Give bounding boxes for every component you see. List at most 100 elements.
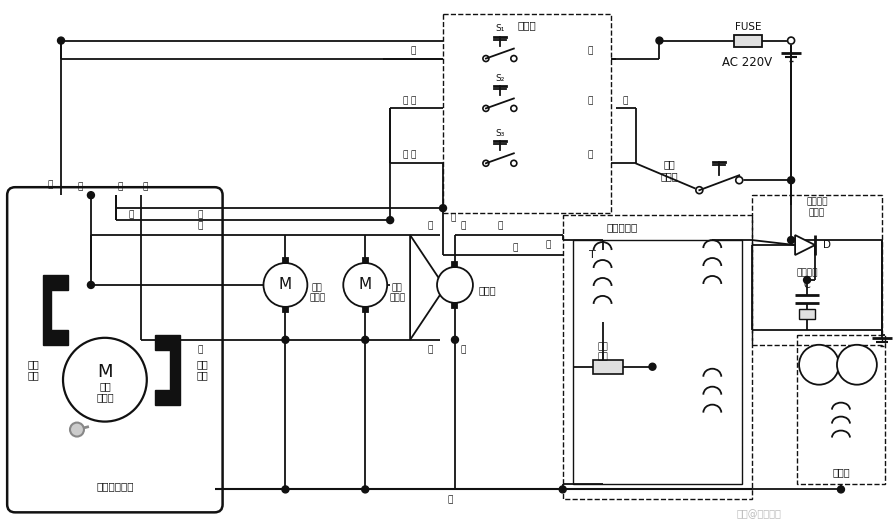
Text: 蓝: 蓝 [497,222,502,231]
Text: 高压变压器: 高压变压器 [606,222,637,232]
Circle shape [343,263,387,307]
Circle shape [510,105,516,112]
Text: T: T [588,250,595,260]
Circle shape [483,56,488,61]
Circle shape [655,37,662,44]
Circle shape [361,336,368,343]
Circle shape [837,486,844,493]
Text: 棕: 棕 [47,181,53,190]
Text: 红: 红 [622,96,628,105]
Text: C: C [803,280,810,290]
Text: 磁控管: 磁控管 [831,468,848,478]
Text: M: M [97,363,113,381]
Circle shape [787,37,794,44]
Bar [562,215,751,499]
Bar [283,258,288,263]
Bar [452,262,457,267]
Text: 高压整流
二极管: 高压整流 二极管 [805,197,827,217]
Circle shape [483,160,488,166]
Text: 黑: 黑 [142,183,148,191]
Text: 火力
开关: 火力 开关 [197,359,208,380]
Text: 温度
控制器: 温度 控制器 [660,159,678,181]
Text: 蓝: 蓝 [450,214,455,223]
Circle shape [451,336,458,343]
Bar [283,307,288,312]
Text: 红: 红 [402,96,408,105]
Text: 机械控制装置: 机械控制装置 [96,481,133,491]
Circle shape [386,217,393,224]
Bar [733,34,762,47]
Text: 转盘
电动机: 转盘 电动机 [309,283,325,303]
Circle shape [282,486,289,493]
Text: 风扇
电动机: 风扇 电动机 [389,283,405,303]
Circle shape [361,486,368,493]
Bar [592,360,622,373]
Text: S₁: S₁ [494,24,504,33]
Text: 蓝: 蓝 [402,151,408,160]
Circle shape [559,486,566,493]
Text: 蓝: 蓝 [128,211,133,220]
Text: 黄: 黄 [426,222,433,231]
Polygon shape [794,235,814,255]
Text: 黄: 黄 [460,345,465,354]
Text: 棕: 棕 [410,46,416,55]
Text: 定时
电动机: 定时 电动机 [96,381,114,403]
Text: 蓝: 蓝 [460,222,465,231]
FancyBboxPatch shape [7,187,223,513]
Text: 白: 白 [544,241,550,250]
Text: 照明灯: 照明灯 [477,285,495,295]
Bar [797,335,884,485]
Text: D: D [822,240,830,250]
Text: 黑: 黑 [198,345,203,354]
Circle shape [648,363,655,370]
Circle shape [787,177,794,184]
Bar [751,195,881,345]
Text: M: M [279,277,291,293]
Text: FUSE: FUSE [734,22,761,32]
Text: 蓝: 蓝 [198,211,203,220]
Circle shape [483,105,488,112]
Text: AC 220V: AC 220V [721,56,772,69]
Text: 黄: 黄 [198,222,203,231]
Text: 蓝: 蓝 [511,243,517,252]
Text: 红: 红 [410,96,416,105]
Text: 蓝: 蓝 [117,183,122,191]
Circle shape [836,345,876,385]
Circle shape [787,236,794,243]
Text: 蓝: 蓝 [410,151,416,160]
Circle shape [803,277,810,284]
Circle shape [695,187,702,194]
Circle shape [798,345,838,385]
Text: 黑: 黑 [447,495,452,504]
Circle shape [263,263,307,307]
Circle shape [70,423,84,436]
Circle shape [510,160,516,166]
Bar [572,240,741,485]
Circle shape [735,177,742,184]
Bar [362,307,367,312]
Circle shape [63,338,147,422]
Bar [798,309,814,319]
Text: 红: 红 [587,151,593,160]
Text: 头条@维修人家: 头条@维修人家 [736,509,780,519]
Polygon shape [155,335,180,405]
Text: 定时
开关: 定时 开关 [27,359,39,380]
Text: S₃: S₃ [494,129,504,138]
Text: 门开关: 门开关 [517,21,536,31]
Text: 黄: 黄 [78,183,83,191]
Circle shape [510,56,516,61]
Circle shape [436,267,472,303]
Circle shape [88,191,95,199]
Bar [443,14,610,213]
Text: S₂: S₂ [494,74,504,83]
Text: 高压
熔体: 高压 熔体 [596,342,607,361]
Bar [362,258,367,263]
Circle shape [57,37,64,44]
Text: 棕: 棕 [587,46,593,55]
Text: M: M [358,277,371,293]
Polygon shape [409,235,444,340]
Text: 红: 红 [587,96,593,105]
Bar [452,303,457,308]
Circle shape [282,336,289,343]
Circle shape [439,205,446,212]
